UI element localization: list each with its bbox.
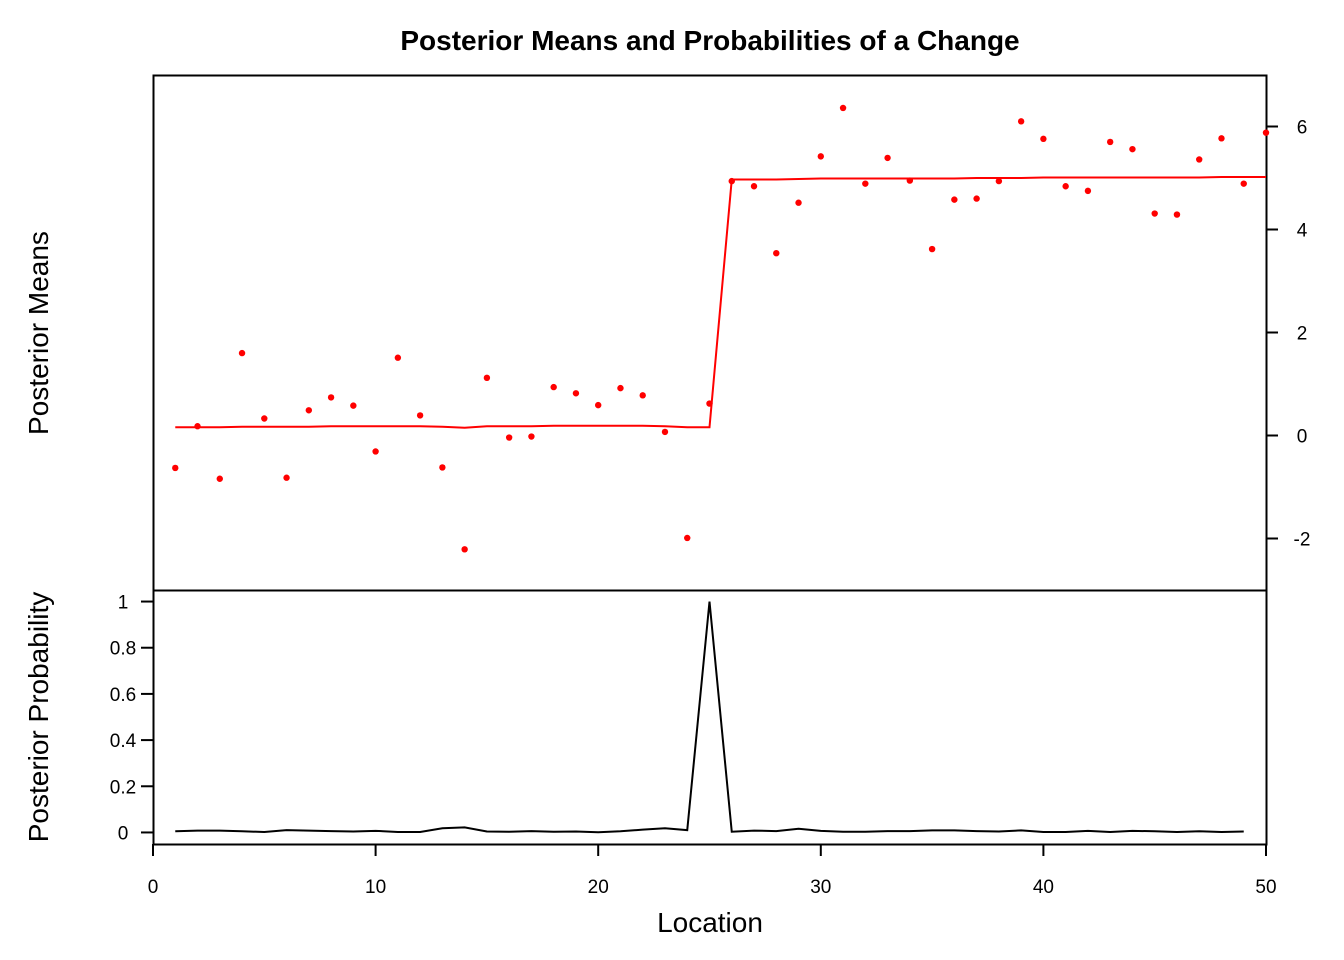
means-point bbox=[461, 546, 468, 553]
means-point bbox=[1017, 118, 1025, 125]
means-line bbox=[175, 175, 1266, 429]
chart-title: Posterior Means and Probabilities of a C… bbox=[400, 25, 1019, 56]
probability-panel-frame bbox=[152, 589, 1268, 846]
means-point bbox=[617, 384, 624, 392]
means-point bbox=[951, 196, 958, 203]
means-point bbox=[305, 407, 313, 414]
means-point bbox=[661, 428, 669, 436]
means-point bbox=[528, 433, 535, 440]
means-y-tick-label: 2 bbox=[1297, 324, 1308, 345]
means-point bbox=[1084, 187, 1092, 195]
probability-series bbox=[175, 601, 1244, 834]
means-y-tick-label: 6 bbox=[1297, 118, 1308, 139]
means-point bbox=[416, 412, 424, 419]
x-tick-label: 10 bbox=[365, 877, 386, 898]
means-point bbox=[1040, 135, 1047, 143]
means-point bbox=[684, 534, 691, 542]
x-tick-label: 0 bbox=[148, 877, 159, 898]
means-panel-frame bbox=[152, 74, 1268, 592]
means-point bbox=[1196, 156, 1203, 163]
means-point bbox=[817, 153, 824, 160]
means-point bbox=[1218, 135, 1225, 142]
means-point bbox=[1240, 180, 1247, 187]
means-point bbox=[172, 464, 179, 472]
means-point bbox=[1106, 138, 1114, 146]
means-point bbox=[327, 394, 335, 401]
means-point bbox=[839, 104, 847, 112]
probability-y-tick-label: 0.6 bbox=[110, 685, 136, 706]
x-tick-label: 40 bbox=[1033, 877, 1054, 898]
probability-y-tick-label: 0 bbox=[118, 823, 129, 844]
means-point bbox=[261, 415, 268, 422]
means-point bbox=[194, 423, 201, 430]
means-point bbox=[862, 180, 869, 187]
means-point bbox=[1062, 183, 1069, 190]
means-y-axis: -2 0 2 4 6 bbox=[1266, 118, 1310, 551]
means-point bbox=[928, 245, 936, 253]
x-axis: 0 10 20 30 40 50 bbox=[148, 844, 1277, 898]
means-point bbox=[995, 177, 1003, 185]
means-point bbox=[505, 434, 513, 441]
means-point bbox=[884, 154, 891, 162]
means-point bbox=[283, 474, 290, 481]
probability-y-axis: 0 0.2 0.4 0.6 0.8 1 bbox=[110, 593, 153, 844]
probability-line bbox=[175, 601, 1244, 834]
x-tick-label: 50 bbox=[1255, 877, 1276, 898]
means-point bbox=[595, 401, 602, 409]
means-point bbox=[750, 183, 758, 190]
means-point bbox=[350, 402, 357, 409]
probability-y-tick-label: 0.4 bbox=[110, 731, 137, 752]
means-y-axis-label: Posterior Means bbox=[23, 231, 54, 435]
means-point bbox=[372, 448, 379, 455]
means-series bbox=[172, 104, 1270, 553]
x-tick-label: 30 bbox=[810, 877, 831, 898]
x-axis-label: Location bbox=[657, 907, 763, 938]
means-point bbox=[394, 354, 402, 361]
probability-y-tick-label: 0.8 bbox=[110, 639, 136, 660]
means-point bbox=[550, 383, 557, 391]
probability-y-tick-label: 0.2 bbox=[110, 777, 136, 798]
means-point bbox=[1129, 145, 1136, 153]
x-tick-label: 20 bbox=[588, 877, 609, 898]
means-point bbox=[795, 199, 802, 206]
means-point bbox=[639, 392, 646, 399]
probability-y-tick-label: 1 bbox=[118, 593, 129, 614]
means-point bbox=[238, 349, 246, 357]
means-point bbox=[572, 390, 580, 397]
means-y-tick-label: -2 bbox=[1294, 530, 1311, 551]
means-point bbox=[1262, 129, 1270, 136]
means-point bbox=[483, 374, 491, 382]
probability-y-axis-label: Posterior Probability bbox=[23, 592, 54, 843]
means-point bbox=[773, 249, 780, 257]
means-point bbox=[439, 464, 446, 471]
means-point bbox=[216, 475, 223, 482]
means-point bbox=[1151, 210, 1158, 217]
means-point bbox=[1173, 211, 1181, 218]
means-y-tick-label: 0 bbox=[1297, 427, 1308, 448]
means-point bbox=[973, 195, 980, 202]
means-y-tick-label: 4 bbox=[1297, 221, 1308, 242]
